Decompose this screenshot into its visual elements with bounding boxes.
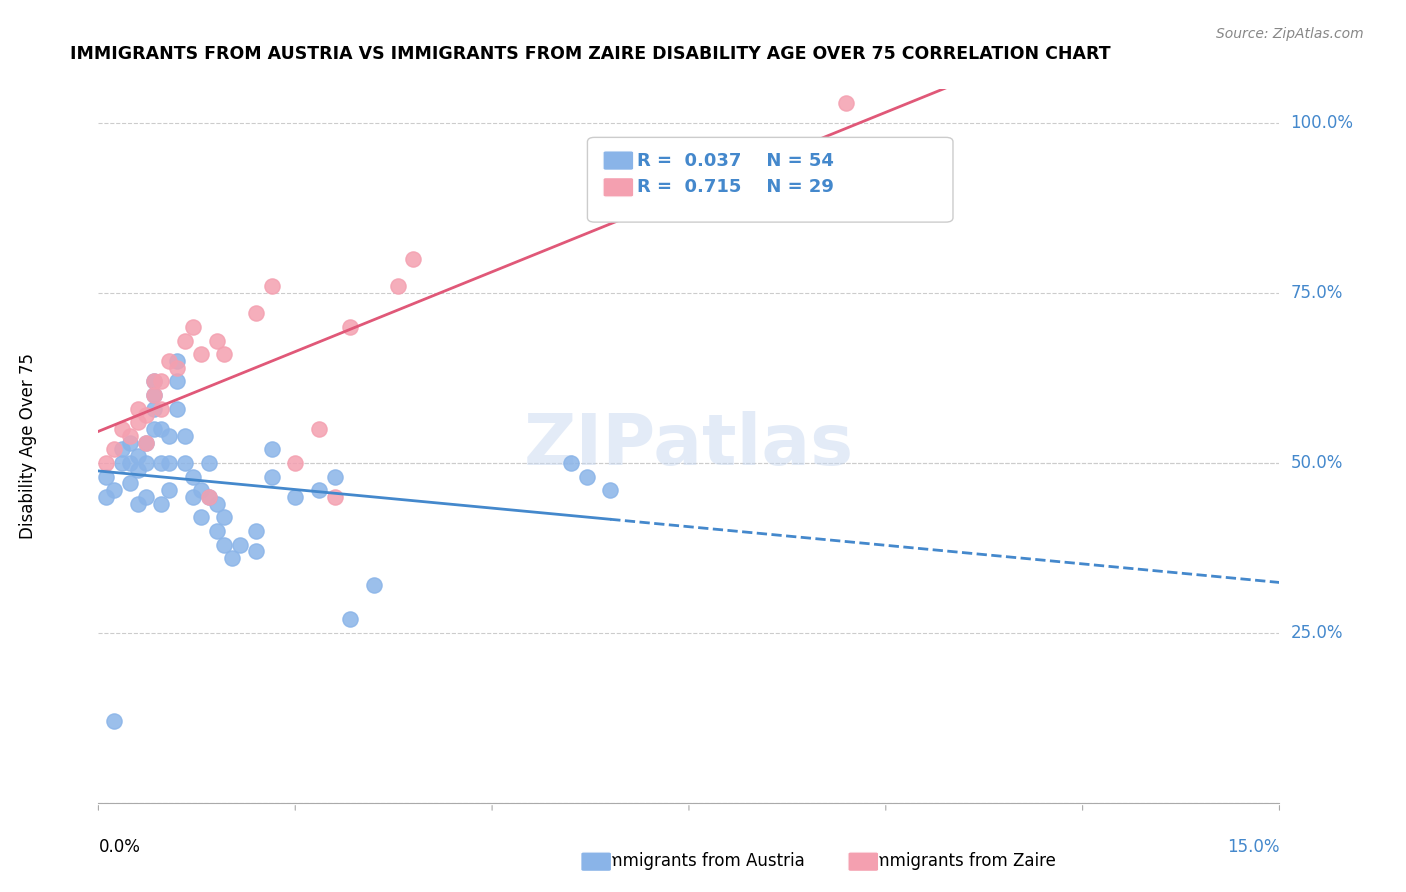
Point bbox=[142, 375, 165, 389]
Text: 50.0%: 50.0% bbox=[1291, 454, 1343, 472]
Text: Source: ZipAtlas.com: Source: ZipAtlas.com bbox=[1216, 27, 1364, 41]
Point bbox=[96, 469, 118, 483]
Point bbox=[174, 429, 197, 443]
Point bbox=[127, 463, 149, 477]
Point bbox=[284, 456, 307, 470]
Point bbox=[150, 422, 173, 436]
Point bbox=[245, 544, 267, 558]
Text: 0.0%: 0.0% bbox=[98, 838, 141, 855]
Text: R =  0.037    N = 54: R = 0.037 N = 54 bbox=[637, 152, 834, 169]
Point bbox=[150, 456, 173, 470]
Point bbox=[245, 306, 267, 320]
Point bbox=[127, 401, 149, 416]
Point bbox=[103, 483, 125, 498]
Point bbox=[363, 578, 385, 592]
Point bbox=[157, 429, 180, 443]
Point bbox=[142, 388, 165, 402]
Text: 100.0%: 100.0% bbox=[1291, 114, 1354, 132]
Point bbox=[111, 456, 134, 470]
Point bbox=[118, 456, 141, 470]
Point bbox=[127, 497, 149, 511]
Point bbox=[190, 510, 212, 524]
Point bbox=[157, 354, 180, 368]
Point bbox=[142, 422, 165, 436]
Point bbox=[135, 435, 157, 450]
Point bbox=[560, 456, 582, 470]
Point bbox=[323, 490, 346, 504]
Point bbox=[166, 360, 188, 375]
Point bbox=[260, 442, 283, 457]
Point bbox=[157, 456, 180, 470]
Point bbox=[308, 422, 330, 436]
Point bbox=[150, 375, 173, 389]
Text: 15.0%: 15.0% bbox=[1227, 838, 1279, 855]
Point bbox=[103, 442, 125, 457]
Point bbox=[599, 483, 621, 498]
Point bbox=[181, 490, 204, 504]
Point bbox=[221, 551, 243, 566]
Point bbox=[205, 497, 228, 511]
Point bbox=[127, 449, 149, 463]
Point bbox=[142, 375, 165, 389]
Point bbox=[118, 476, 141, 491]
Point bbox=[323, 469, 346, 483]
Text: 75.0%: 75.0% bbox=[1291, 284, 1343, 302]
Point bbox=[181, 320, 204, 334]
Point bbox=[118, 435, 141, 450]
Point bbox=[245, 524, 267, 538]
Point bbox=[118, 429, 141, 443]
Point bbox=[150, 401, 173, 416]
Point bbox=[260, 469, 283, 483]
Point bbox=[229, 537, 252, 551]
Text: ZIPatlas: ZIPatlas bbox=[524, 411, 853, 481]
Point bbox=[166, 354, 188, 368]
Point bbox=[205, 334, 228, 348]
Text: 25.0%: 25.0% bbox=[1291, 624, 1343, 642]
Point bbox=[197, 456, 219, 470]
Point bbox=[150, 497, 173, 511]
Text: IMMIGRANTS FROM AUSTRIA VS IMMIGRANTS FROM ZAIRE DISABILITY AGE OVER 75 CORRELAT: IMMIGRANTS FROM AUSTRIA VS IMMIGRANTS FR… bbox=[70, 45, 1111, 62]
Point bbox=[205, 524, 228, 538]
Point bbox=[127, 415, 149, 429]
Point bbox=[308, 483, 330, 498]
Point bbox=[135, 409, 157, 423]
Point bbox=[835, 95, 858, 110]
Text: Disability Age Over 75: Disability Age Over 75 bbox=[20, 353, 37, 539]
Point bbox=[387, 279, 409, 293]
Point bbox=[135, 490, 157, 504]
Text: R =  0.715    N = 29: R = 0.715 N = 29 bbox=[637, 178, 834, 196]
Point bbox=[135, 456, 157, 470]
Point bbox=[190, 347, 212, 361]
Point bbox=[214, 510, 236, 524]
Point bbox=[103, 714, 125, 729]
Point bbox=[166, 375, 188, 389]
Point bbox=[111, 442, 134, 457]
Point bbox=[214, 347, 236, 361]
Point bbox=[402, 252, 425, 266]
Point bbox=[214, 537, 236, 551]
Point bbox=[96, 490, 118, 504]
Point bbox=[157, 483, 180, 498]
Point bbox=[197, 490, 219, 504]
Point bbox=[96, 456, 118, 470]
Point bbox=[142, 388, 165, 402]
Point bbox=[260, 279, 283, 293]
Point bbox=[339, 612, 361, 626]
Text: Immigrants from Zaire: Immigrants from Zaire bbox=[858, 852, 1056, 870]
Point bbox=[174, 456, 197, 470]
Point bbox=[339, 320, 361, 334]
Point bbox=[142, 401, 165, 416]
Text: Immigrants from Austria: Immigrants from Austria bbox=[591, 852, 804, 870]
Point bbox=[111, 422, 134, 436]
Point bbox=[181, 469, 204, 483]
Point bbox=[166, 401, 188, 416]
Point bbox=[575, 469, 598, 483]
Point bbox=[174, 334, 197, 348]
Point bbox=[284, 490, 307, 504]
Point bbox=[197, 490, 219, 504]
Point bbox=[190, 483, 212, 498]
Point bbox=[135, 435, 157, 450]
